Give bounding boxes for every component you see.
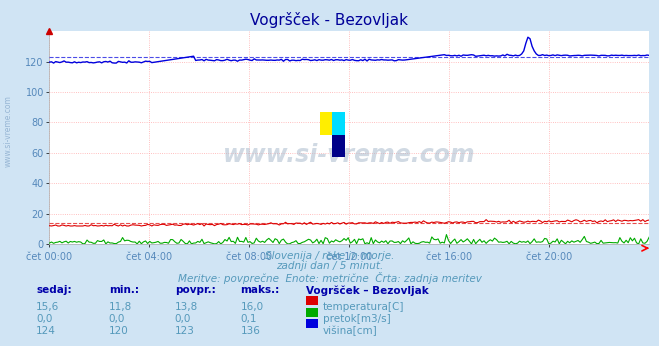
Text: 123: 123 bbox=[175, 326, 194, 336]
Text: min.:: min.: bbox=[109, 285, 139, 295]
Text: višina[cm]: višina[cm] bbox=[323, 326, 378, 336]
Text: Slovenija / reke in morje.: Slovenija / reke in morje. bbox=[265, 251, 394, 261]
Text: pretok[m3/s]: pretok[m3/s] bbox=[323, 314, 391, 324]
Text: 13,8: 13,8 bbox=[175, 302, 198, 312]
Text: 15,6: 15,6 bbox=[36, 302, 59, 312]
Text: 0,0: 0,0 bbox=[109, 314, 125, 324]
Text: 11,8: 11,8 bbox=[109, 302, 132, 312]
Text: povpr.:: povpr.: bbox=[175, 285, 215, 295]
Text: temperatura[C]: temperatura[C] bbox=[323, 302, 405, 312]
Text: 124: 124 bbox=[36, 326, 56, 336]
Text: 120: 120 bbox=[109, 326, 129, 336]
Text: Meritve: povprečne  Enote: metrične  Črta: zadnja meritev: Meritve: povprečne Enote: metrične Črta:… bbox=[177, 272, 482, 284]
Text: 0,0: 0,0 bbox=[175, 314, 191, 324]
Text: maks.:: maks.: bbox=[241, 285, 280, 295]
Text: 0,0: 0,0 bbox=[36, 314, 53, 324]
Text: Vogršček - Bezovljak: Vogršček - Bezovljak bbox=[250, 12, 409, 28]
Text: zadnji dan / 5 minut.: zadnji dan / 5 minut. bbox=[276, 261, 383, 271]
Text: sedaj:: sedaj: bbox=[36, 285, 72, 295]
Text: 0,1: 0,1 bbox=[241, 314, 257, 324]
Text: www.si-vreme.com: www.si-vreme.com bbox=[223, 143, 476, 166]
Text: www.si-vreme.com: www.si-vreme.com bbox=[3, 95, 13, 167]
Text: 16,0: 16,0 bbox=[241, 302, 264, 312]
Text: 136: 136 bbox=[241, 326, 260, 336]
Text: Vogršček – Bezovljak: Vogršček – Bezovljak bbox=[306, 285, 429, 296]
